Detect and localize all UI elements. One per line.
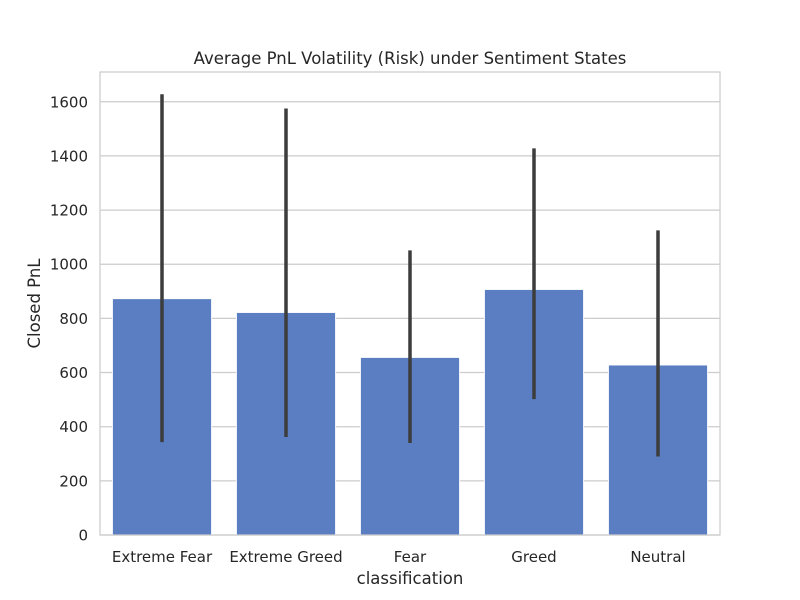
y-tick-label: 0 <box>78 527 88 545</box>
plot-frame <box>99 71 721 536</box>
x-tick-label: Extreme Fear <box>112 548 213 566</box>
x-axis-label: classification <box>357 569 464 588</box>
y-tick-label: 200 <box>59 472 88 490</box>
y-tick-label: 600 <box>59 364 88 382</box>
x-tick-label: Fear <box>394 548 427 566</box>
y-tick-label: 1400 <box>50 147 88 165</box>
x-tick-label: Greed <box>511 548 556 566</box>
y-tick-label: 800 <box>59 310 88 328</box>
y-axis-label: Closed PnL <box>25 258 44 349</box>
y-tick-label: 1600 <box>50 93 88 111</box>
error-bars <box>160 94 660 457</box>
x-tick-labels: Extreme Fear Extreme Greed Fear Greed Neutra… <box>112 548 686 566</box>
x-tick-label: Extreme Greed <box>229 548 342 566</box>
x-tick-label: Neutral <box>630 548 685 566</box>
chart-title: Average PnL Volatility (Risk) under Sent… <box>194 49 627 68</box>
y-tick-label: 1200 <box>50 202 88 220</box>
y-tick-label: 400 <box>59 418 88 436</box>
y-tick-label: 1000 <box>50 256 88 274</box>
y-tick-labels: 0 200 400 600 800 1000 1200 1400 1600 <box>50 93 88 544</box>
